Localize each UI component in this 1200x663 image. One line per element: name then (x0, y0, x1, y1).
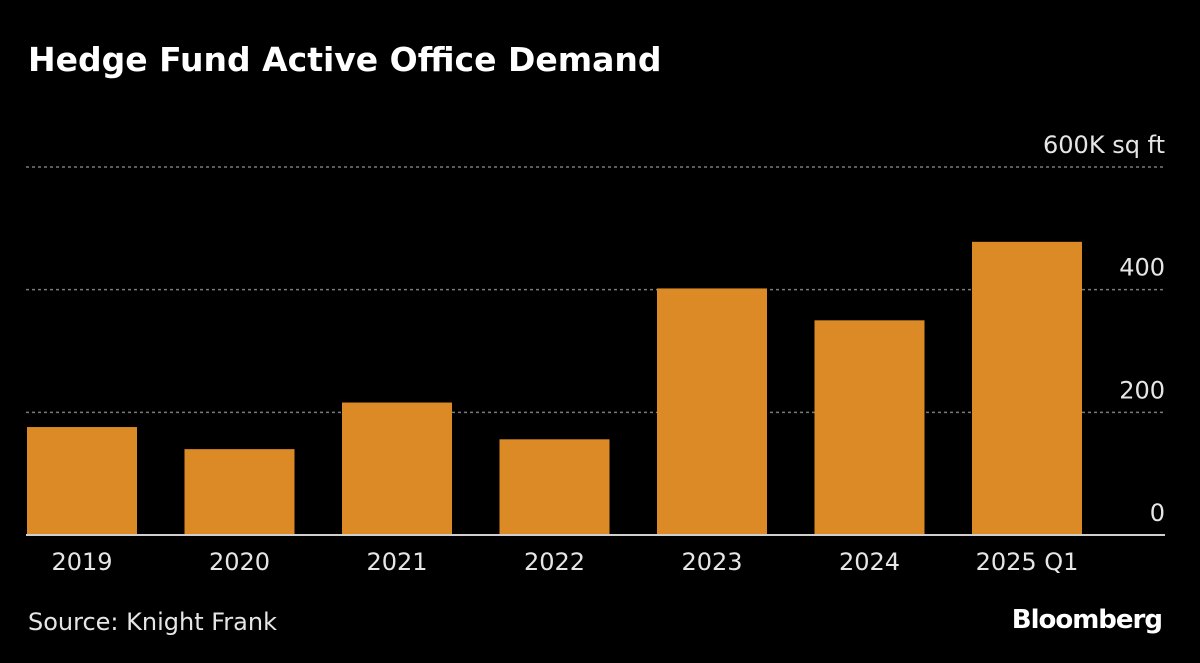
bars (27, 241, 1082, 535)
bar-2025-q1 (972, 241, 1082, 535)
y-tick-label-400: 400 (1119, 254, 1165, 282)
source-note: Source: Knight Frank (28, 608, 277, 636)
bar-2021 (342, 402, 452, 535)
bar-2023 (657, 288, 767, 535)
bar-2020 (184, 449, 295, 535)
x-tick-label-2020: 2020 (209, 548, 270, 576)
bloomberg-logo: Bloomberg (1011, 605, 1163, 635)
x-tick-label-2022: 2022 (524, 548, 585, 576)
bar-2019 (27, 427, 137, 535)
y-tick-label-200: 200 (1119, 376, 1165, 404)
x-tick-label-2023: 2023 (681, 548, 742, 576)
x-tick-label-2025-q1: 2025 Q1 (976, 548, 1079, 576)
bar-2024 (814, 320, 925, 535)
y-tick-label-600: 600K sq ft (1043, 131, 1165, 159)
x-tick-label-2021: 2021 (366, 548, 427, 576)
x-tick-label-2024: 2024 (839, 548, 900, 576)
y-tick-label-0: 0 (1150, 499, 1165, 527)
bar-2022 (499, 439, 610, 535)
chart-title: Hedge Fund Active Office Demand (28, 40, 662, 79)
x-tick-label-2019: 2019 (51, 548, 112, 576)
axes: 0 200 400 600K sq ft 2019 2020 2021 2022 2023 202… (26, 131, 1165, 576)
